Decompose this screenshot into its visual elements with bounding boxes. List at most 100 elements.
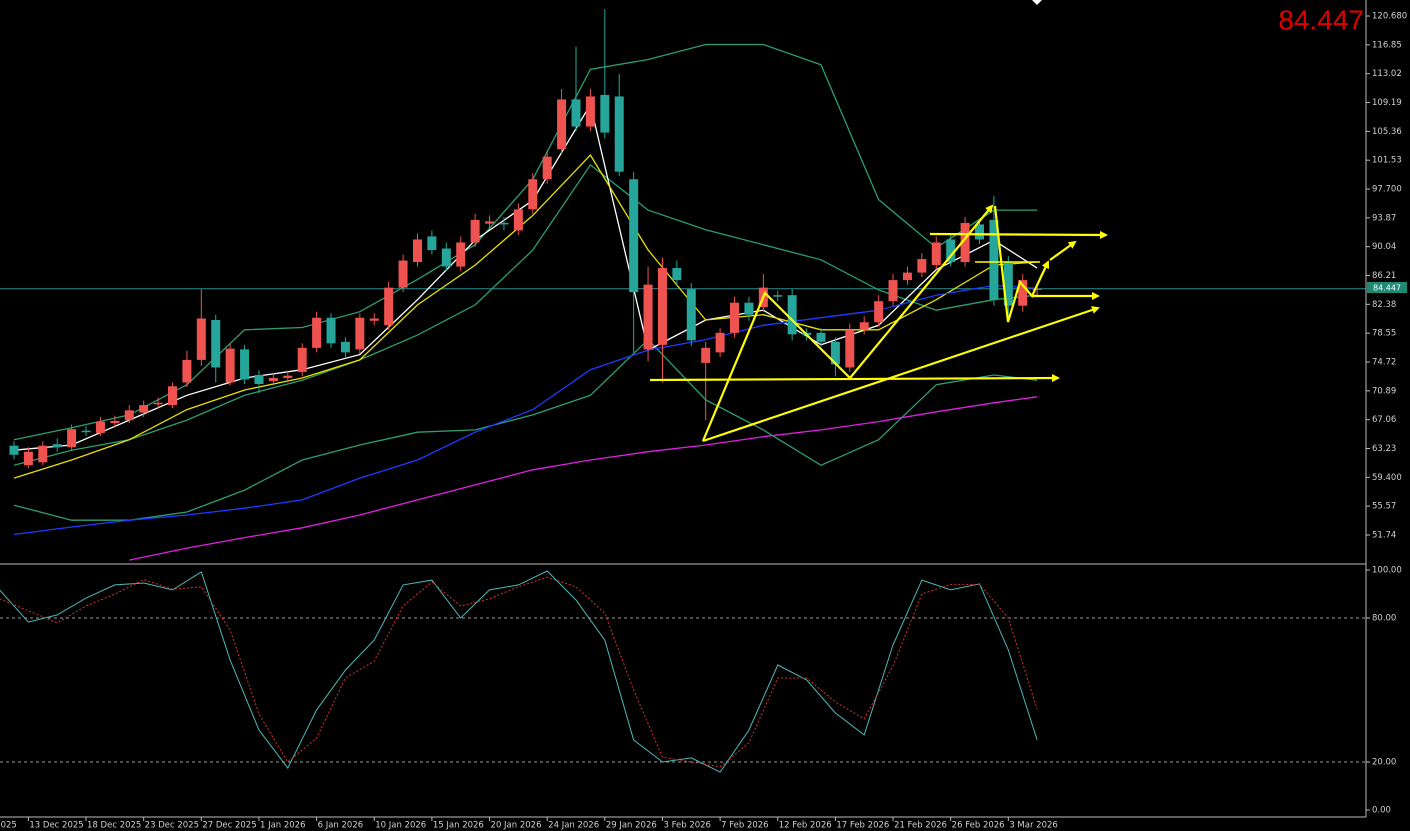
candle-body <box>355 317 365 350</box>
x-tick-label: 26 Feb 2026 <box>952 821 1005 831</box>
candle-body <box>110 420 120 424</box>
indicator-line <box>0 570 1038 773</box>
indicator-line <box>129 396 1038 561</box>
candle-body <box>38 445 48 463</box>
x-tick-label: 29 Jan 2026 <box>606 821 657 831</box>
x-tick-label: 21 Feb 2026 <box>894 821 947 831</box>
x-tick-label: 13 Dec 2025 <box>29 821 83 831</box>
y-tick-label: 86.21 <box>1372 271 1396 281</box>
candle-body <box>1018 280 1028 306</box>
candle-body <box>686 289 696 341</box>
candle-body <box>312 317 322 348</box>
candle-body <box>23 451 33 466</box>
y-tick-label: 90.04 <box>1372 242 1396 252</box>
candle-body <box>715 332 725 353</box>
arrow <box>1049 240 1077 261</box>
candle-body <box>816 332 826 342</box>
candle-body <box>225 348 235 383</box>
candle-body <box>499 222 509 225</box>
candle-body <box>182 359 192 383</box>
y-tick-label: 109.19 <box>1372 98 1402 108</box>
indicator-line <box>13 163 1038 466</box>
candle-body <box>902 272 912 281</box>
candle-body <box>845 329 855 368</box>
candle-body <box>254 374 264 384</box>
candle-body <box>412 239 422 263</box>
y-tick-label: 51.74 <box>1372 530 1396 540</box>
candle-body <box>139 405 149 413</box>
y-tick-label: 93.87 <box>1372 213 1396 223</box>
candle-body <box>787 295 797 335</box>
x-tick-label: 3 Mar 2026 <box>1009 821 1057 831</box>
x-tick-label: 23 Dec 2025 <box>145 821 199 831</box>
x-tick-label: 15 Jan 2026 <box>433 821 484 831</box>
candle-body <box>830 341 840 365</box>
candle-body <box>427 236 437 250</box>
candle-body <box>124 410 134 421</box>
x-tick-label: 24 Jan 2026 <box>548 821 599 831</box>
x-tick-label: 6 Jan 2026 <box>318 821 364 831</box>
candle-body <box>153 402 163 405</box>
candle-body <box>470 219 480 243</box>
candle-body <box>1032 288 1042 290</box>
y-tick-label: 97.700 <box>1372 185 1402 195</box>
candle-body <box>485 221 495 224</box>
indicator-line <box>13 154 1038 479</box>
x-tick-label: 27 Dec 2025 <box>202 821 256 831</box>
y-tick-label: 0.00 <box>1372 806 1391 816</box>
candle-body <box>196 318 206 360</box>
candle-body <box>326 317 336 344</box>
candle-body <box>167 386 177 406</box>
candle-body <box>211 320 221 368</box>
marker <box>1032 0 1042 5</box>
candle-body <box>240 349 250 380</box>
price-tag-label: 84.447 <box>1373 284 1401 293</box>
arrow <box>701 204 994 442</box>
candle-body <box>874 301 884 323</box>
candle-body <box>268 377 278 381</box>
candle-body <box>701 347 711 363</box>
candle-body <box>657 268 667 345</box>
candle-body <box>513 209 523 231</box>
candle-body <box>859 322 869 330</box>
arrow <box>702 306 1100 443</box>
y-tick-label: 105.36 <box>1372 127 1402 137</box>
candle-body <box>340 341 350 353</box>
candle-body <box>888 280 898 302</box>
price-tag <box>1367 282 1407 293</box>
candle-body <box>600 94 610 133</box>
y-tick-label: 82.38 <box>1372 300 1396 310</box>
y-tick-label: 59.400 <box>1372 473 1402 483</box>
candle-body <box>946 239 956 263</box>
candle-body <box>384 287 394 326</box>
y-tick-label: 120.680 <box>1372 12 1407 22</box>
x-tick-label: 20 Jan 2026 <box>491 821 542 831</box>
candle-body <box>557 99 567 150</box>
indicator-line <box>0 576 1038 768</box>
candle-body <box>975 224 985 240</box>
candle-body <box>369 318 379 321</box>
y-tick-label: 63.23 <box>1372 444 1396 454</box>
candle-body <box>441 248 451 267</box>
candle-body <box>744 302 754 315</box>
indicator-line <box>13 338 1038 521</box>
last-price: 84.447 <box>1278 4 1364 35</box>
candle-body <box>67 429 77 448</box>
x-tick-label: 17 Feb 2026 <box>836 821 889 831</box>
candle-body <box>542 156 552 180</box>
x-tick-label: 18 Dec 2025 <box>87 821 141 831</box>
candle-body <box>614 96 624 172</box>
y-tick-label: 78.55 <box>1372 329 1396 339</box>
candle-body <box>283 375 293 378</box>
candle-body <box>730 302 740 333</box>
x-tick-label: 1 Jan 2026 <box>260 821 306 831</box>
candle-body <box>81 430 91 433</box>
drawn-arrows <box>649 204 1108 443</box>
y-tick-label: 55.57 <box>1372 502 1396 512</box>
candle-body <box>773 295 783 297</box>
candle-body <box>571 99 581 127</box>
y-tick-label: 70.89 <box>1372 386 1396 396</box>
y-tick-label: 20.00 <box>1372 758 1396 768</box>
